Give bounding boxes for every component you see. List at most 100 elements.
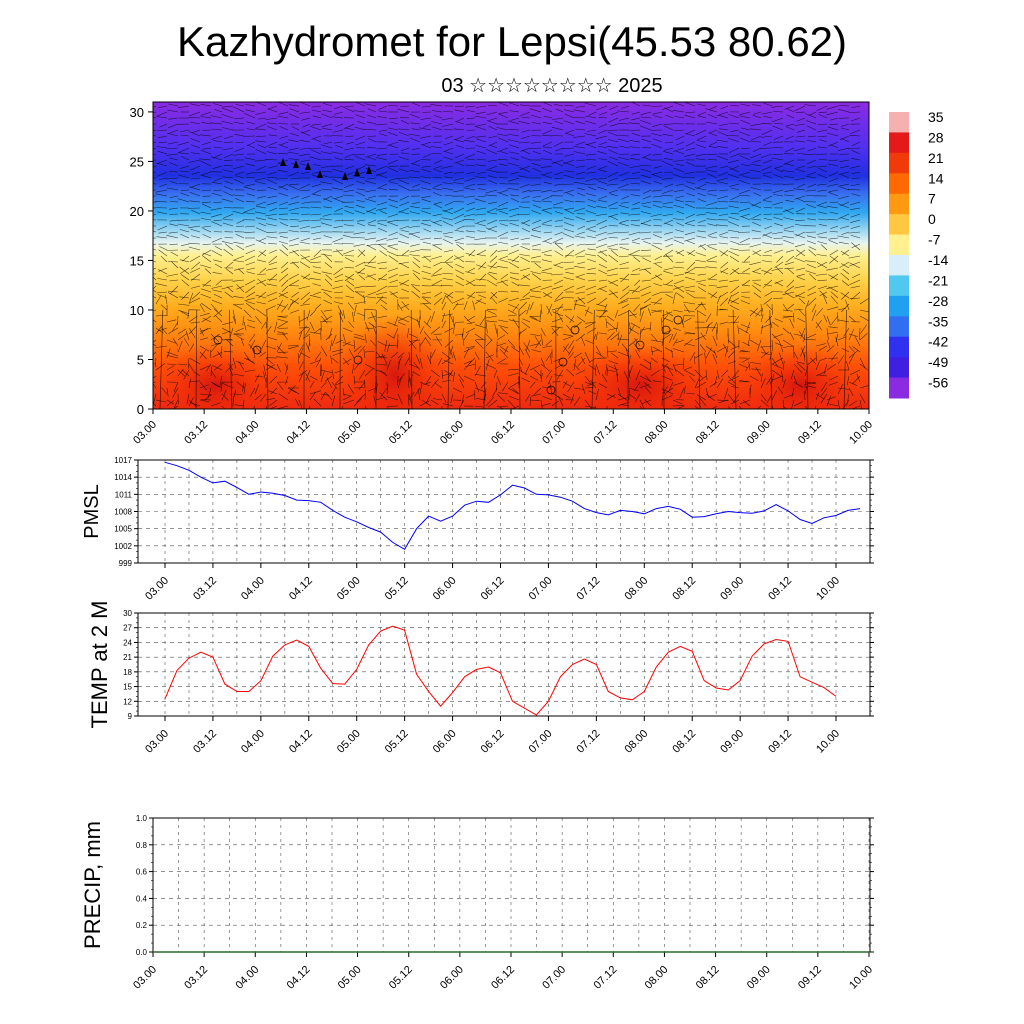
wind-barb [750, 163, 762, 167]
wind-barb [420, 237, 432, 240]
wind-barb [499, 151, 509, 155]
wind-barb [797, 129, 806, 133]
wind-barb [212, 140, 223, 143]
x-tick-label: 10.00 [814, 728, 842, 756]
wind-barb [441, 379, 451, 383]
wind-barb [616, 373, 619, 383]
wind-barb [177, 363, 188, 366]
wind-barb [487, 212, 498, 215]
wind-barb [309, 277, 322, 281]
wind-barb [817, 173, 828, 179]
wind-barb [817, 135, 828, 138]
wind-barb [742, 267, 751, 273]
wind-barb [542, 134, 553, 137]
wind-barb [431, 126, 443, 131]
wind-barb [419, 336, 427, 347]
wind-barb [606, 331, 615, 341]
wind-barb [211, 221, 223, 227]
wind-barb [464, 153, 476, 159]
wind-barb [760, 378, 766, 389]
wind-barb [684, 237, 696, 242]
wind-barb [518, 120, 531, 125]
wind-barb [255, 217, 267, 221]
wind-barb [279, 249, 289, 257]
wind-barb [508, 249, 520, 255]
wind-barb [695, 158, 707, 161]
wind-barb [606, 367, 608, 377]
wind-barb [598, 383, 608, 389]
wind-barb [499, 163, 509, 167]
wind-barb [500, 273, 509, 280]
wind-barb [180, 310, 190, 317]
wind-barb [444, 249, 454, 253]
colorbar-swatch [889, 152, 909, 174]
wind-barb [321, 170, 333, 173]
wind-barb [188, 111, 201, 117]
wind-barb [299, 183, 311, 190]
wind-barb [603, 303, 608, 314]
wind-barb [585, 285, 597, 291]
wind-barb [639, 375, 651, 382]
wind-barb [415, 354, 421, 365]
wind-barb [740, 349, 751, 353]
wind-barb [155, 295, 162, 305]
wind-barb [850, 183, 861, 187]
wind-barb [399, 201, 410, 207]
wind-barb [818, 236, 828, 239]
wind-barb [210, 135, 223, 140]
wind-barb [784, 209, 795, 215]
wind-barb [441, 393, 447, 404]
wind-barb [344, 275, 355, 281]
wind-barb [621, 303, 630, 309]
wind-barb [390, 291, 399, 295]
wind-barb [807, 165, 817, 169]
wind-barb [202, 279, 212, 287]
wind-barb [365, 189, 377, 193]
wind-barb [838, 195, 850, 200]
wind-barb [157, 150, 168, 155]
wind-barb [245, 109, 256, 113]
panel-frame [152, 817, 871, 953]
wind-barb [728, 375, 740, 382]
wind-flag [366, 166, 372, 174]
wind-barb [573, 297, 586, 302]
wind-barb [840, 292, 850, 299]
wind-barb [763, 195, 773, 201]
wind-barb [312, 237, 322, 240]
wind-barb [584, 339, 594, 344]
wind-barb [787, 268, 795, 275]
wind-barb [806, 263, 817, 269]
x-tick-label: 07.00 [540, 419, 568, 447]
wind-barb [410, 243, 421, 247]
wind-barb [475, 126, 487, 131]
wind-barb [324, 375, 333, 382]
wind-barb [380, 370, 388, 377]
wind-barb [213, 146, 223, 149]
wind-barb [771, 333, 780, 342]
wind-barb [221, 327, 232, 333]
wind-barb [818, 211, 828, 215]
wind-barb [334, 219, 344, 222]
wind-barb [441, 165, 454, 169]
wind-barb [353, 305, 357, 317]
wind-barb [529, 285, 542, 291]
wind-barb [710, 291, 718, 299]
wind-barb [628, 313, 638, 317]
wind-barb [499, 210, 509, 215]
wind-barb [169, 223, 179, 227]
wind-barb [287, 151, 300, 155]
wind-barb [212, 299, 223, 305]
wind-barb [791, 399, 795, 409]
wind-barb [443, 141, 454, 146]
wind-barb [826, 395, 832, 407]
wind-barb [854, 335, 861, 347]
wind-barb [694, 369, 703, 378]
x-tick-label: 07.12 [575, 728, 603, 756]
colorbar-swatch [889, 234, 909, 256]
wind-barb [243, 351, 251, 362]
wind-barb [794, 177, 806, 181]
wind-barb [519, 165, 531, 171]
wind-barb [763, 141, 773, 146]
wind-barb [684, 171, 696, 175]
wind-barb [465, 279, 476, 286]
